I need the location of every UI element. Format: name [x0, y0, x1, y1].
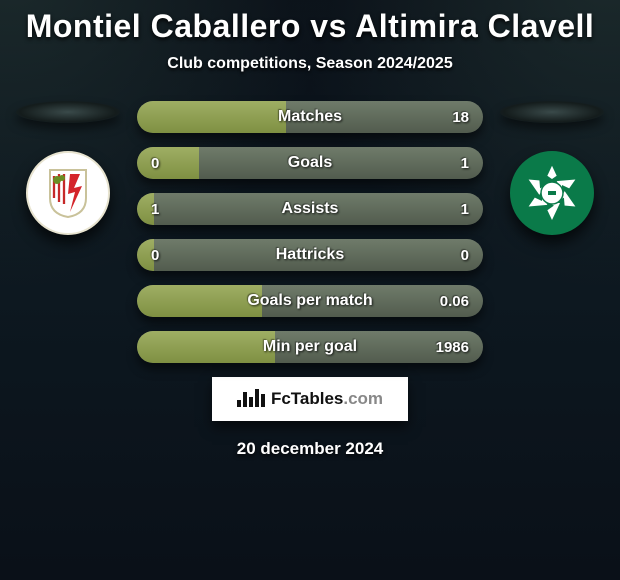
rayo-shield-icon — [46, 168, 90, 218]
left-player-column — [13, 101, 123, 235]
stat-label: Assists — [137, 193, 483, 225]
right-player-silhouette-shadow — [500, 101, 604, 123]
stat-right-value: 0 — [461, 239, 469, 271]
stat-bar: 0Hattricks0 — [137, 239, 483, 271]
betis-crest-icon — [524, 165, 580, 221]
comparison-row: Matches180Goals11Assists10Hattricks0Goal… — [0, 101, 620, 363]
page-subtitle: Club competitions, Season 2024/2025 — [167, 55, 452, 73]
left-player-silhouette-shadow — [16, 101, 120, 123]
branding-text: FcTables.com — [271, 389, 383, 409]
stat-bar: 0Goals1 — [137, 147, 483, 179]
stat-label: Hattricks — [137, 239, 483, 271]
branding-bars-icon — [237, 389, 265, 409]
stat-right-value: 1 — [461, 193, 469, 225]
right-player-column — [497, 101, 607, 235]
page-title: Montiel Caballero vs Altimira Clavell — [26, 8, 595, 45]
infographic-container: Montiel Caballero vs Altimira Clavell Cl… — [0, 0, 620, 580]
branding-badge: FcTables.com — [212, 377, 408, 421]
stat-bars: Matches180Goals11Assists10Hattricks0Goal… — [137, 101, 483, 363]
stat-label: Goals — [137, 147, 483, 179]
right-club-crest — [510, 151, 594, 235]
stat-label: Matches — [137, 101, 483, 133]
stat-bar: Matches18 — [137, 101, 483, 133]
stat-bar: Min per goal1986 — [137, 331, 483, 363]
stat-bar: Goals per match0.06 — [137, 285, 483, 317]
branding-main: FcTables — [271, 389, 343, 408]
stat-right-value: 18 — [452, 101, 469, 133]
stat-label: Min per goal — [137, 331, 483, 363]
date-label: 20 december 2024 — [237, 439, 384, 459]
branding-suffix: .com — [343, 389, 383, 408]
stat-right-value: 1 — [461, 147, 469, 179]
stat-bar: 1Assists1 — [137, 193, 483, 225]
left-club-crest — [26, 151, 110, 235]
stat-right-value: 1986 — [436, 331, 469, 363]
stat-right-value: 0.06 — [440, 285, 469, 317]
stat-label: Goals per match — [137, 285, 483, 317]
